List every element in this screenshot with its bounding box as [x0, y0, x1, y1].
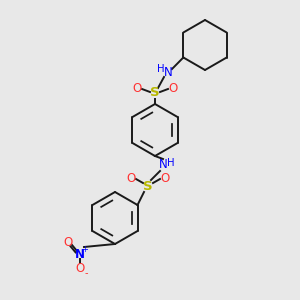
Text: -: -	[84, 268, 88, 278]
Text: O: O	[63, 236, 73, 248]
Text: +: +	[82, 244, 88, 253]
Text: O: O	[160, 172, 169, 184]
Text: S: S	[150, 86, 160, 100]
Text: O: O	[168, 82, 178, 94]
Text: H: H	[157, 64, 165, 74]
Text: N: N	[75, 248, 85, 260]
Text: O: O	[75, 262, 85, 275]
Text: O: O	[132, 82, 142, 94]
Text: O: O	[126, 172, 136, 184]
Text: S: S	[143, 179, 153, 193]
Text: N: N	[164, 65, 172, 79]
Text: N: N	[159, 158, 167, 172]
Text: H: H	[167, 158, 175, 168]
